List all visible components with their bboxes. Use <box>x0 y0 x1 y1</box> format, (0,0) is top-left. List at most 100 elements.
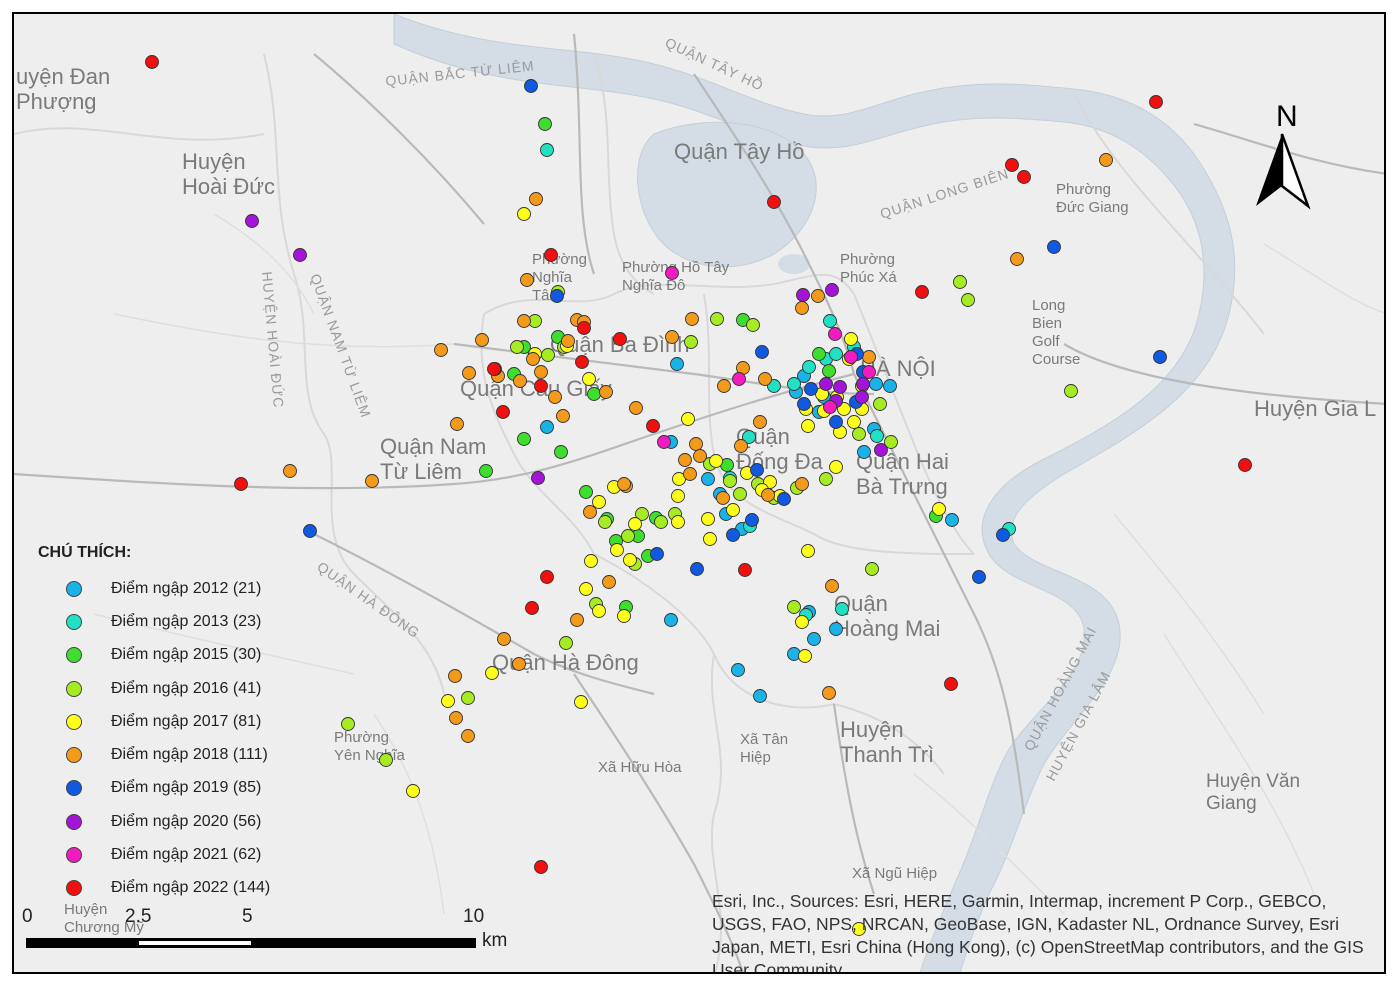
flood-point-y2017[interactable] <box>592 495 606 509</box>
flood-point-y2013[interactable] <box>829 347 843 361</box>
flood-point-y2016[interactable] <box>733 487 747 501</box>
flood-point-y2017[interactable] <box>579 582 593 596</box>
flood-point-y2019[interactable] <box>750 463 764 477</box>
flood-point-y2018[interactable] <box>822 686 836 700</box>
flood-point-y2017[interactable] <box>574 695 588 709</box>
flood-point-y2013[interactable] <box>540 143 554 157</box>
flood-point-y2018[interactable] <box>583 505 597 519</box>
flood-point-y2012[interactable] <box>869 377 883 391</box>
flood-point-y2020[interactable] <box>833 380 847 394</box>
flood-point-y2022[interactable] <box>525 601 539 615</box>
flood-point-y2020[interactable] <box>796 288 810 302</box>
flood-point-y2019[interactable] <box>1153 350 1167 364</box>
flood-point-y2012[interactable] <box>731 663 745 677</box>
flood-point-y2016[interactable] <box>598 515 612 529</box>
flood-point-y2018[interactable] <box>283 464 297 478</box>
flood-point-y2017[interactable] <box>617 609 631 623</box>
flood-point-y2019[interactable] <box>804 382 818 396</box>
flood-point-y2017[interactable] <box>441 694 455 708</box>
flood-point-y2012[interactable] <box>945 513 959 527</box>
flood-point-y2016[interactable] <box>819 472 833 486</box>
flood-point-y2022[interactable] <box>487 362 501 376</box>
flood-point-y2012[interactable] <box>753 689 767 703</box>
flood-point-y2021[interactable] <box>844 350 858 364</box>
flood-point-y2018[interactable] <box>683 467 697 481</box>
flood-point-y2017[interactable] <box>829 460 843 474</box>
flood-point-y2015[interactable] <box>579 485 593 499</box>
flood-point-y2018[interactable] <box>665 330 679 344</box>
flood-point-y2018[interactable] <box>753 415 767 429</box>
flood-point-y2020[interactable] <box>825 283 839 297</box>
flood-point-y2016[interactable] <box>684 335 698 349</box>
flood-point-y2013[interactable] <box>742 430 756 444</box>
flood-point-y2012[interactable] <box>883 379 897 393</box>
flood-point-y2018[interactable] <box>512 657 526 671</box>
flood-point-y2015[interactable] <box>587 387 601 401</box>
flood-point-y2021[interactable] <box>665 266 679 280</box>
flood-point-y2018[interactable] <box>758 372 772 386</box>
flood-point-y2018[interactable] <box>734 439 748 453</box>
flood-point-y2019[interactable] <box>745 513 759 527</box>
flood-point-y2017[interactable] <box>671 489 685 503</box>
flood-point-y2019[interactable] <box>690 562 704 576</box>
flood-point-y2022[interactable] <box>1149 95 1163 109</box>
flood-point-y2018[interactable] <box>761 488 775 502</box>
flood-point-y2018[interactable] <box>602 575 616 589</box>
flood-point-y2018[interactable] <box>461 729 475 743</box>
flood-point-y2021[interactable] <box>657 435 671 449</box>
flood-point-y2012[interactable] <box>857 445 871 459</box>
flood-point-y2020[interactable] <box>819 377 833 391</box>
flood-point-y2018[interactable] <box>716 491 730 505</box>
flood-point-y2018[interactable] <box>617 477 631 491</box>
flood-point-y2016[interactable] <box>873 397 887 411</box>
flood-point-y2016[interactable] <box>1064 384 1078 398</box>
flood-point-y2016[interactable] <box>953 275 967 289</box>
flood-point-y2022[interactable] <box>534 379 548 393</box>
flood-point-y2019[interactable] <box>996 528 1010 542</box>
flood-point-y2018[interactable] <box>475 333 489 347</box>
flood-point-y2017[interactable] <box>406 784 420 798</box>
flood-point-y2020[interactable] <box>874 443 888 457</box>
flood-point-y2016[interactable] <box>510 340 524 354</box>
flood-point-y2022[interactable] <box>540 570 554 584</box>
flood-point-y2018[interactable] <box>825 579 839 593</box>
flood-point-y2018[interactable] <box>513 374 527 388</box>
flood-point-y2018[interactable] <box>795 477 809 491</box>
flood-point-y2015[interactable] <box>822 364 836 378</box>
flood-point-y2018[interactable] <box>534 365 548 379</box>
flood-point-y2016[interactable] <box>379 753 393 767</box>
flood-point-y2016[interactable] <box>654 515 668 529</box>
flood-point-y2016[interactable] <box>852 427 866 441</box>
flood-point-y2017[interactable] <box>852 922 866 936</box>
flood-point-y2017[interactable] <box>671 515 685 529</box>
flood-point-y2019[interactable] <box>650 547 664 561</box>
flood-point-y2016[interactable] <box>865 562 879 576</box>
flood-point-y2019[interactable] <box>726 528 740 542</box>
flood-point-y2022[interactable] <box>613 332 627 346</box>
flood-point-y2018[interactable] <box>1010 252 1024 266</box>
flood-point-y2019[interactable] <box>777 492 791 506</box>
flood-point-y2022[interactable] <box>1238 458 1252 472</box>
flood-point-y2018[interactable] <box>529 192 543 206</box>
flood-point-y2015[interactable] <box>479 464 493 478</box>
flood-point-y2018[interactable] <box>548 390 562 404</box>
flood-point-y2017[interactable] <box>709 454 723 468</box>
flood-point-y2015[interactable] <box>538 117 552 131</box>
flood-point-y2022[interactable] <box>496 405 510 419</box>
flood-point-y2018[interactable] <box>693 449 707 463</box>
flood-point-y2016[interactable] <box>710 312 724 326</box>
flood-point-y2022[interactable] <box>544 248 558 262</box>
flood-point-y2018[interactable] <box>497 632 511 646</box>
flood-point-y2018[interactable] <box>462 366 476 380</box>
flood-point-y2013[interactable] <box>802 360 816 374</box>
flood-point-y2020[interactable] <box>855 390 869 404</box>
flood-point-y2018[interactable] <box>1099 153 1113 167</box>
flood-point-y2016[interactable] <box>635 507 649 521</box>
flood-point-y2018[interactable] <box>629 401 643 415</box>
flood-point-y2019[interactable] <box>972 570 986 584</box>
flood-point-y2016[interactable] <box>746 318 760 332</box>
flood-point-y2017[interactable] <box>701 512 715 526</box>
flood-point-y2018[interactable] <box>599 385 613 399</box>
flood-point-y2017[interactable] <box>582 372 596 386</box>
flood-point-y2020[interactable] <box>531 471 545 485</box>
